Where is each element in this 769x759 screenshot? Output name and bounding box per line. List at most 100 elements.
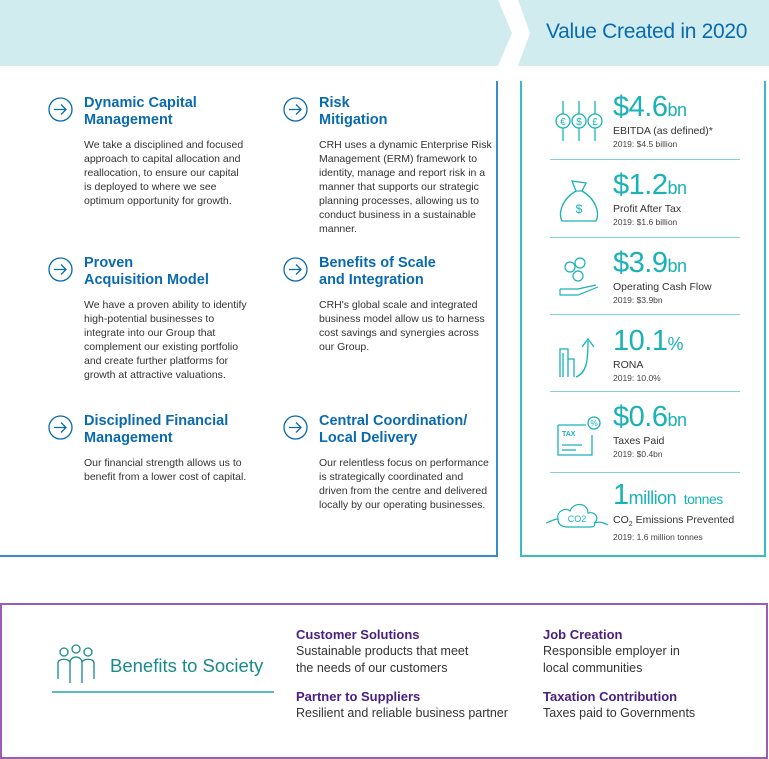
benefit-text: the needs of our customers: [296, 661, 448, 675]
kpi-item: 10.1% RONA 2019: 10.0%: [613, 326, 763, 385]
money-bag-icon: $: [559, 180, 599, 222]
kpi-value: $3.9: [613, 247, 668, 279]
strategy-title: Dynamic Capital: [84, 95, 197, 111]
arrow-right-circle-icon: [283, 97, 308, 122]
kpi-prior-year: 2019: 1.6 million tonnes: [613, 532, 703, 543]
benefit-taxation: Taxation Contribution Taxes paid to Gover…: [543, 689, 769, 722]
arrow-right-circle-icon: [48, 415, 73, 440]
strategy-title: Local Delivery: [319, 430, 418, 446]
strategy-title: Risk: [319, 95, 350, 111]
arrow-right-circle-icon: [48, 97, 73, 122]
kpi-value: $0.6: [613, 401, 668, 433]
kpi-label: Emissions Prevented: [632, 514, 735, 526]
strategy-text: We take a disciplined and focused approa…: [84, 139, 244, 207]
tax-document-icon: % TAX: [557, 416, 601, 456]
kpi-item: $0.6bn Taxes Paid 2019: $0.4bn: [613, 402, 763, 461]
strategy-title: Benefits of Scale: [319, 255, 436, 271]
kpi-item: $4.6bn EBITDA (as defined)* 2019: $4.5 b…: [613, 92, 763, 151]
kpi-unit: million: [628, 488, 677, 508]
kpi-prior-year: 2019: $1.6 billion: [613, 217, 678, 227]
kpi-unit: bn: [667, 256, 687, 276]
strategy-text: CRH uses a dynamic Enterprise Risk Manag…: [319, 139, 492, 235]
strategy-text: We have a proven ability to identify hig…: [84, 299, 247, 381]
strategy-title: Disciplined Financial: [84, 413, 229, 429]
strategy-title: Acquisition Model: [84, 272, 209, 288]
strategy-title: Mitigation: [319, 112, 388, 128]
kpi-value: $4.6: [613, 91, 668, 123]
benefits-to-society-panel: Benefits to Society Customer Solutions Su…: [0, 603, 768, 759]
kpi-label: Operating Cash Flow: [613, 281, 712, 293]
arrow-right-circle-icon: [283, 257, 308, 282]
arrow-right-circle-icon: [48, 257, 73, 282]
strategy-text: Our financial strength allows us to bene…: [84, 457, 247, 483]
divider: [550, 159, 740, 160]
strategy-title: Proven: [84, 255, 134, 271]
strategy-panel: [0, 81, 498, 557]
people-group-icon: [57, 644, 95, 683]
benefit-text: local communities: [543, 661, 643, 675]
svg-text:$: $: [576, 202, 583, 216]
benefit-job-creation: Job Creation Responsible employer in local…: [543, 627, 769, 677]
co2-cloud-icon: CO2: [545, 503, 609, 528]
benefit-customer-solutions: Customer Solutions Sustainable products t…: [296, 627, 526, 677]
kpi-prior-year: 2019: $0.4bn: [613, 449, 663, 459]
kpi-label: EBITDA (as defined)*: [613, 125, 713, 137]
benefit-text: Sustainable products that meet: [296, 644, 469, 658]
benefit-text: Responsible employer in: [543, 644, 680, 658]
kpi-value: $1.2: [613, 169, 668, 201]
hand-coins-icon: [559, 257, 599, 296]
kpi-item: 1million tonnes CO2 Emissions Prevented …: [613, 480, 763, 544]
benefit-title: Taxation Contribution: [543, 689, 678, 704]
currency-coins-icon: € $ £: [555, 101, 603, 141]
divider: [550, 391, 740, 392]
kpi-label: 2: [628, 521, 633, 529]
strategy-title: Central Coordination/: [319, 413, 468, 429]
kpi-label: RONA: [613, 359, 644, 371]
svg-text:TAX: TAX: [562, 431, 576, 438]
kpi-value: 10.1: [613, 325, 668, 357]
divider: [550, 237, 740, 238]
strategy-title: Management: [84, 112, 173, 128]
benefit-title: Partner to Suppliers: [296, 689, 421, 704]
strategy-item: Disciplined Financial Management Our fin…: [48, 413, 284, 484]
kpi-value: 1: [613, 479, 629, 511]
benefit-text: Resilient and reliable business partner: [296, 706, 508, 720]
kpi-prior-year: 2019: $4.5 billion: [613, 139, 678, 149]
kpi-item: $1.2bn Profit After Tax 2019: $1.6 billi…: [613, 170, 763, 229]
society-title: Benefits to Society: [110, 655, 264, 676]
kpi-unit: bn: [667, 100, 687, 120]
benefit-title: Job Creation: [543, 627, 623, 642]
strategy-item: Dynamic Capital Management We take a dis…: [48, 95, 284, 208]
divider: [550, 314, 740, 315]
strategy-text: Our relentless focus on performance is s…: [319, 457, 489, 511]
header-banner: [0, 0, 769, 66]
svg-text:%: %: [590, 419, 597, 428]
buildings-arrow-icon: [559, 337, 595, 378]
kpi-panel: € $ £ $ % TAX CO2: [520, 81, 766, 557]
kpi-unit: bn: [667, 410, 687, 430]
strategy-item: Benefits of Scale and Integration CRH's …: [283, 255, 519, 354]
strategy-item: Risk Mitigation CRH uses a dynamic Enter…: [283, 95, 519, 236]
svg-text:€: €: [560, 117, 566, 128]
page-title: Value Created in 2020: [546, 20, 748, 43]
strategy-item: Proven Acquisition Model We have a prove…: [48, 255, 284, 382]
divider: [52, 691, 274, 693]
svg-text:$: $: [576, 117, 582, 128]
strategy-item: Central Coordination/ Local Delivery Our…: [283, 413, 519, 512]
kpi-item: $3.9bn Operating Cash Flow 2019: $3.9bn: [613, 248, 763, 307]
kpi-unit: bn: [667, 178, 687, 198]
benefit-partner-suppliers: Partner to Suppliers Resilient and reliab…: [296, 689, 526, 722]
kpi-label: CO: [613, 514, 629, 526]
arrow-right-circle-icon: [283, 415, 308, 440]
strategy-title: and Integration: [319, 272, 424, 288]
svg-text:£: £: [592, 117, 598, 128]
kpi-unit: %: [667, 334, 683, 354]
kpi-label: Taxes Paid: [613, 435, 665, 447]
benefit-title: Customer Solutions: [296, 627, 420, 642]
strategy-text: CRH's global scale and integrated busine…: [319, 299, 485, 353]
svg-text:CO2: CO2: [568, 514, 587, 524]
benefit-text: Taxes paid to Governments: [543, 706, 696, 720]
strategy-title: Management: [84, 430, 173, 446]
kpi-prior-year: 2019: 10.0%: [613, 373, 661, 383]
kpi-unit: tonnes: [683, 491, 724, 507]
